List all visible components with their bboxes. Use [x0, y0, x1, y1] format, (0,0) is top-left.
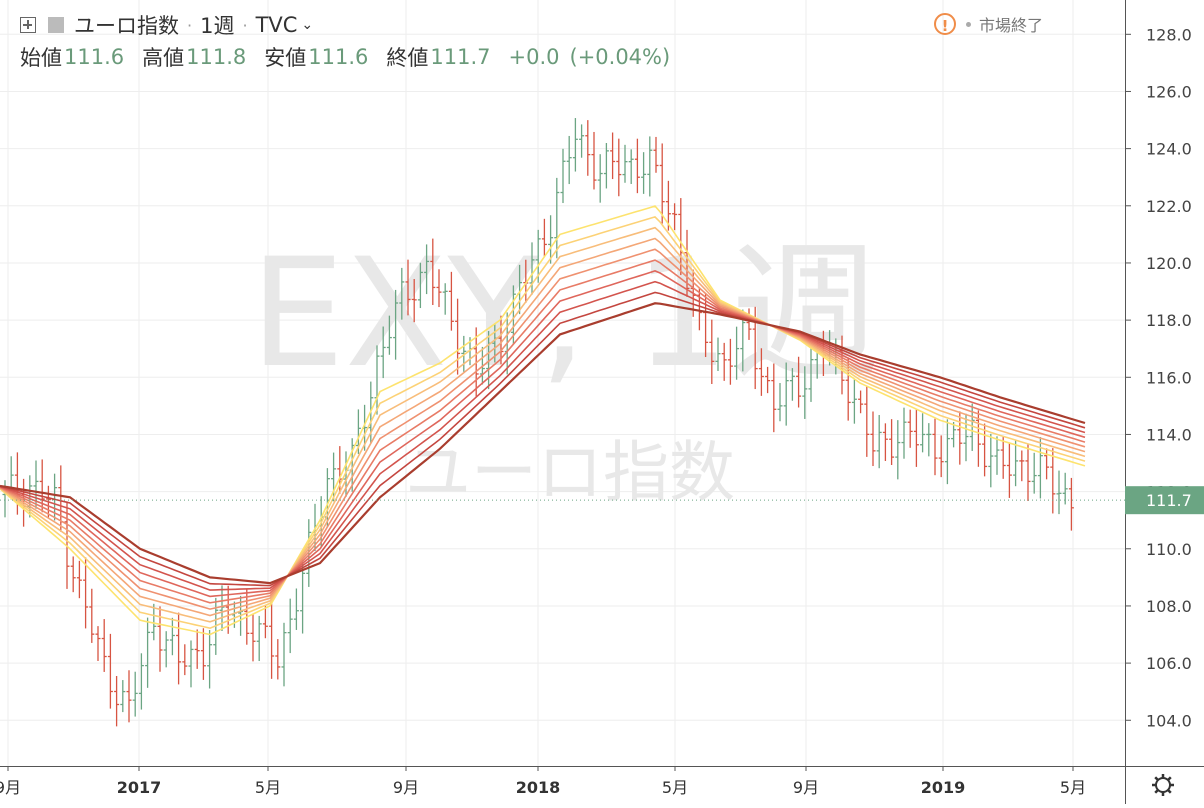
- x-tick-label: 2019: [921, 778, 966, 797]
- ma-ribbon-line: [0, 259, 1086, 604]
- symbol-row: ユーロ指数 · 1週 · TVC ⌄: [20, 10, 313, 40]
- y-tick-label: 114.0: [1146, 425, 1192, 444]
- market-status-text: 市場終了: [978, 16, 1043, 35]
- price-axis: [1125, 0, 1204, 804]
- plot-area: [0, 0, 1125, 766]
- y-tick-label: 122.0: [1146, 197, 1192, 216]
- y-tick-label: 104.0: [1146, 711, 1192, 730]
- exchange-label[interactable]: TVC: [255, 13, 298, 37]
- status-dot: [965, 21, 971, 27]
- high-value: 111.8: [186, 45, 247, 69]
- y-tick-label: 116.0: [1146, 368, 1192, 387]
- ma-ribbon-line: [0, 291, 1086, 587]
- y-tick-label: 106.0: [1146, 654, 1192, 673]
- close-label: 終値: [386, 46, 429, 70]
- y-tick-label: 124.0: [1146, 140, 1192, 159]
- interval-label[interactable]: 1週: [200, 14, 235, 38]
- x-tick-label: 5月: [662, 778, 688, 797]
- y-tick-label: 118.0: [1146, 311, 1192, 330]
- y-tick-label: 126.0: [1146, 82, 1192, 101]
- ma-ribbon-line: [0, 205, 1086, 636]
- x-tick-label: 9月: [393, 778, 419, 797]
- x-tick-label: 9月: [0, 778, 21, 797]
- change-percent: (+0.04%): [569, 45, 671, 69]
- ma-ribbon-line: [0, 226, 1086, 623]
- ma-ribbon-line: [0, 270, 1086, 598]
- x-tick-label: 2018: [516, 778, 561, 797]
- ma-ribbon-line: [0, 248, 1086, 610]
- ohlc-row: 始値 111.6 高値 111.8 安値 111.6 終値 111.7 +0.0…: [20, 42, 680, 72]
- y-tick-label: 128.0: [1146, 25, 1192, 44]
- flag-icon[interactable]: [48, 17, 64, 33]
- market-status[interactable]: ! 市場終了: [933, 12, 1043, 36]
- ma-ribbon-line: [0, 302, 1086, 585]
- x-tick-label: 5月: [255, 778, 281, 797]
- change-value: +0.0: [508, 45, 560, 69]
- expand-icon[interactable]: [20, 17, 36, 33]
- open-label: 始値: [20, 46, 62, 70]
- symbol-name[interactable]: ユーロ指数: [74, 14, 179, 38]
- last-price-label: 111.7: [1146, 491, 1192, 510]
- low-label: 安値: [264, 46, 307, 70]
- chevron-down-icon[interactable]: ⌄: [301, 17, 314, 33]
- y-tick-label: 108.0: [1146, 597, 1192, 616]
- watermark-title: EXY, 1週: [250, 227, 880, 401]
- ma-ribbon-line: [0, 280, 1086, 591]
- close-value: 111.7: [430, 45, 491, 69]
- ma-ribbon-line: [0, 215, 1086, 630]
- high-label: 高値: [142, 46, 185, 70]
- watermark-subtitle: ユーロ指数: [405, 434, 735, 511]
- low-value: 111.6: [308, 45, 369, 69]
- x-tick-label: 2017: [117, 778, 162, 797]
- x-tick-label: 9月: [793, 778, 819, 797]
- y-tick-label: 120.0: [1146, 254, 1192, 273]
- warning-icon[interactable]: !: [933, 13, 956, 35]
- open-value: 111.6: [64, 45, 125, 69]
- y-tick-label: 110.0: [1146, 540, 1192, 559]
- x-tick-label: 5月: [1060, 778, 1086, 797]
- chart-header: ユーロ指数 · 1週 · TVC ⌄ 始値 111.6 高値 111.8 安値 …: [0, 0, 1125, 80]
- settings-gear-icon[interactable]: [1152, 774, 1174, 796]
- ma-ribbon-line: [0, 237, 1086, 617]
- last-price-badge: [1125, 486, 1204, 515]
- time-axis: [0, 766, 1125, 804]
